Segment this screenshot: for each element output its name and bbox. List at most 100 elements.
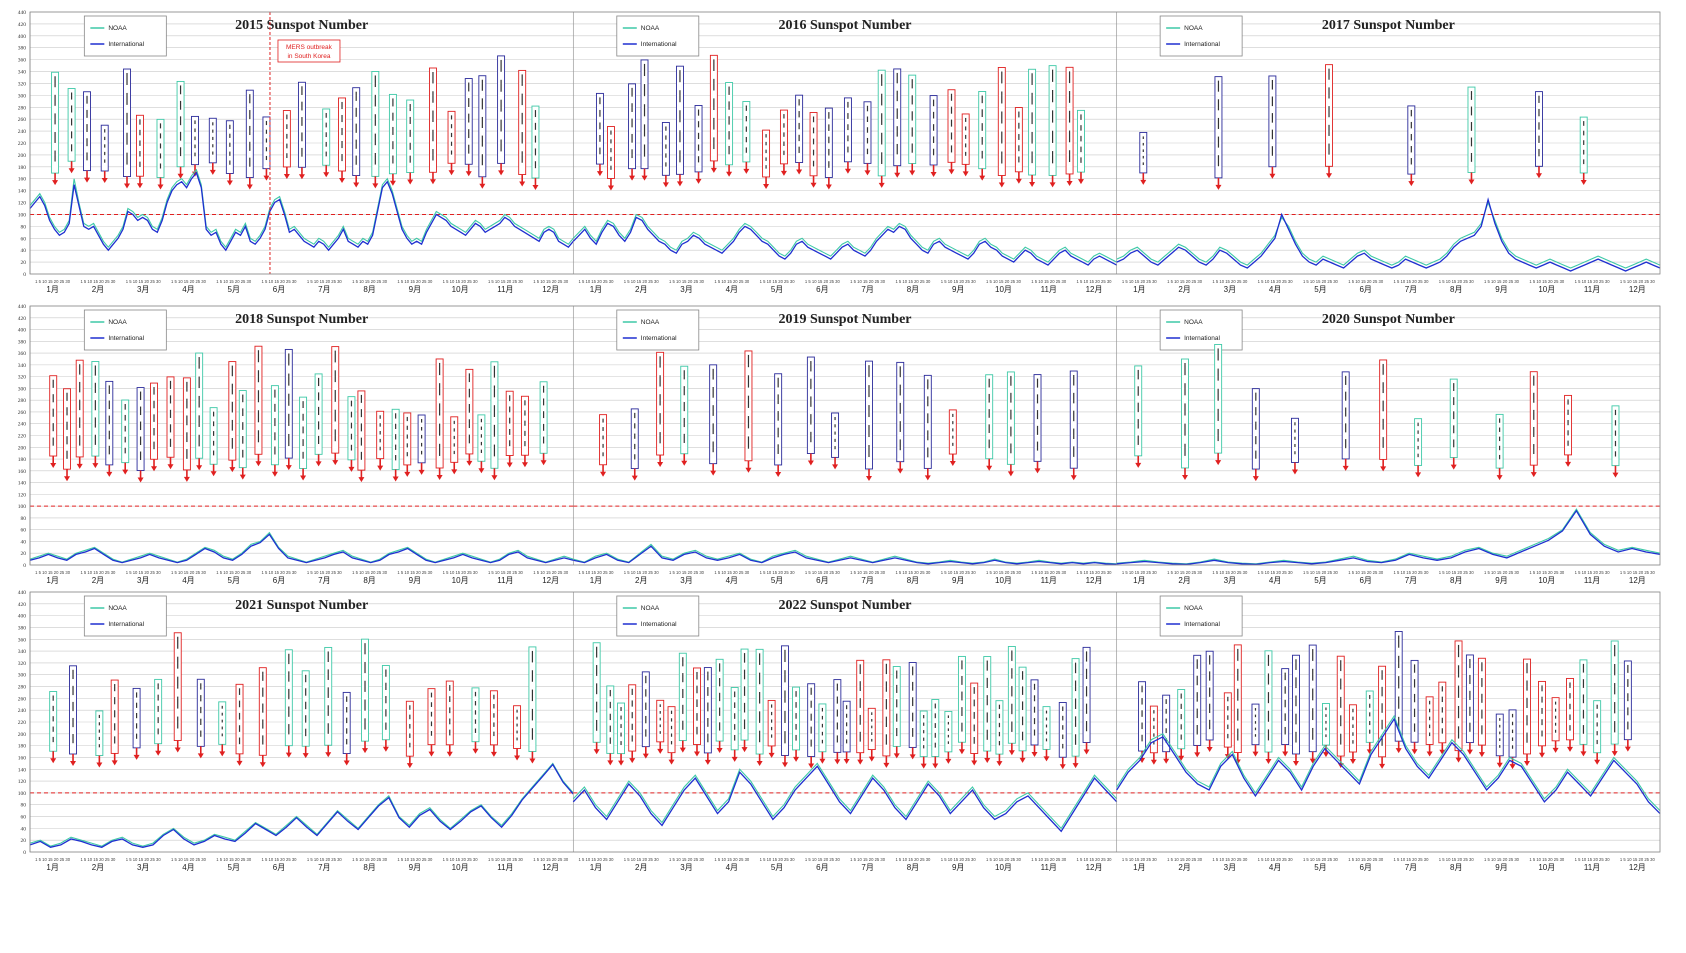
event-marker xyxy=(136,387,145,483)
month-tick-label: 1月 xyxy=(46,285,58,294)
legend-label-noaa: NOAA xyxy=(1184,605,1203,612)
event-marker xyxy=(807,683,816,769)
event-arrow-head xyxy=(642,753,649,759)
y-tick-label: 260 xyxy=(18,410,27,416)
event-arrow-head xyxy=(807,460,814,466)
event-marker xyxy=(865,360,873,481)
event-arrow-head xyxy=(540,460,547,466)
y-tick-label: 400 xyxy=(18,34,27,40)
chart-title: 2015 Sunspot Number xyxy=(235,18,368,33)
chart-row-3: 0 20 40 60 80 100 120 140 160 180 200 220 240 260 280 3… xyxy=(18,590,1661,872)
legend-label-noaa: NOAA xyxy=(108,605,127,612)
event-marker xyxy=(1251,703,1260,757)
month-tick-label: 1月 xyxy=(1133,863,1145,872)
series-line-noaa xyxy=(573,543,1117,565)
event-arrow-head xyxy=(1611,751,1618,757)
event-marker xyxy=(520,395,529,468)
event-arrow-head xyxy=(878,182,885,188)
event-marker xyxy=(1465,654,1474,755)
day-tick-label: 1 5 10 15 20 25 30 xyxy=(443,570,479,575)
event-arrow-head xyxy=(1178,755,1185,761)
event-marker xyxy=(1325,64,1333,179)
event-arrow-head xyxy=(259,762,266,768)
day-tick-label: 1 5 10 15 20 25 30 xyxy=(443,279,479,284)
month-tick-label: 9月 xyxy=(409,285,421,294)
day-tick-label: 1 5 10 15 20 25 30 xyxy=(1348,279,1384,284)
event-arrow-head xyxy=(197,753,204,759)
month-tick-label: 2月 xyxy=(92,863,104,872)
y-tick-label: 400 xyxy=(18,328,27,334)
event-arrow-head xyxy=(1496,475,1503,481)
event-arrow-head xyxy=(377,465,384,471)
day-tick-label: 1 5 10 15 20 25 30 xyxy=(1167,570,1203,575)
legend-label-noaa: NOAA xyxy=(641,25,660,32)
event-marker xyxy=(371,71,380,189)
month-tick-label: 1月 xyxy=(1133,576,1145,585)
month-tick-label: 8月 xyxy=(907,576,919,585)
event-arrow-head xyxy=(155,750,162,756)
day-tick-label: 1 5 10 15 20 25 30 xyxy=(986,857,1022,862)
y-tick-label: 220 xyxy=(18,434,27,440)
y-tick-label: 260 xyxy=(18,117,27,123)
month-tick-label: 9月 xyxy=(952,285,964,294)
month-tick-label: 4月 xyxy=(726,863,738,872)
event-arrow-head xyxy=(1426,751,1433,757)
day-tick-label: 1 5 10 15 20 25 30 xyxy=(1077,279,1113,284)
event-arrow-head xyxy=(1524,760,1531,766)
event-arrow-head xyxy=(1070,475,1077,481)
month-tick-label: 4月 xyxy=(182,576,194,585)
month-tick-label: 4月 xyxy=(1269,285,1281,294)
event-arrow-head xyxy=(362,748,369,754)
month-tick-label: 9月 xyxy=(1495,285,1507,294)
event-marker xyxy=(314,373,323,467)
series-line-international xyxy=(1116,197,1661,272)
chart-title: 2021 Sunspot Number xyxy=(235,598,368,613)
y-tick-label: 120 xyxy=(18,201,27,207)
day-tick-label: 1 5 10 15 20 25 30 xyxy=(216,570,252,575)
event-arrow-head xyxy=(236,760,243,766)
event-arrow-head xyxy=(298,174,305,180)
month-tick-label: 8月 xyxy=(1450,863,1462,872)
day-tick-label: 1 5 10 15 20 25 30 xyxy=(443,857,479,862)
event-arrow-head xyxy=(986,465,993,471)
y-tick-label: 280 xyxy=(18,685,27,691)
day-tick-label: 1 5 10 15 20 25 30 xyxy=(805,279,841,284)
event-arrow-head xyxy=(1150,759,1157,765)
event-marker xyxy=(1042,706,1051,762)
event-arrow-head xyxy=(1269,173,1276,179)
event-label-box xyxy=(403,412,412,466)
event-arrow-head xyxy=(372,183,379,189)
event-arrow-head xyxy=(1282,751,1289,757)
day-tick-label: 1 5 10 15 20 25 30 xyxy=(1258,857,1294,862)
month-tick-label: 8月 xyxy=(363,285,375,294)
y-tick-label: 120 xyxy=(18,779,27,785)
event-arrow-head xyxy=(1455,757,1462,763)
event-marker xyxy=(1610,640,1619,757)
month-tick-label: 10月 xyxy=(995,863,1012,872)
event-marker xyxy=(238,390,247,480)
month-tick-label: 12月 xyxy=(542,863,559,872)
event-marker xyxy=(464,78,473,177)
day-tick-label: 1 5 10 15 20 25 30 xyxy=(850,570,886,575)
event-marker xyxy=(641,671,650,759)
event-marker xyxy=(1348,704,1357,765)
series-line-international xyxy=(29,533,574,564)
event-arrow-head xyxy=(810,182,817,188)
event-marker xyxy=(809,112,818,188)
day-tick-label: 1 5 10 15 20 25 30 xyxy=(35,857,71,862)
event-marker xyxy=(381,665,390,752)
day-tick-label: 1 5 10 15 20 25 30 xyxy=(714,857,750,862)
y-tick-label: 180 xyxy=(18,165,27,171)
y-tick-label: 200 xyxy=(18,445,27,451)
event-arrow-head xyxy=(1415,472,1422,478)
month-tick-label: 6月 xyxy=(1359,576,1371,585)
event-marker xyxy=(1454,640,1463,763)
event-arrow-head xyxy=(883,762,890,768)
day-tick-label: 1 5 10 15 20 25 30 xyxy=(1394,279,1430,284)
event-label-box xyxy=(1149,705,1158,754)
month-tick-label: 10月 xyxy=(995,576,1012,585)
event-marker xyxy=(606,685,615,766)
event-marker xyxy=(225,120,234,186)
event-arrow-head xyxy=(1535,173,1542,179)
